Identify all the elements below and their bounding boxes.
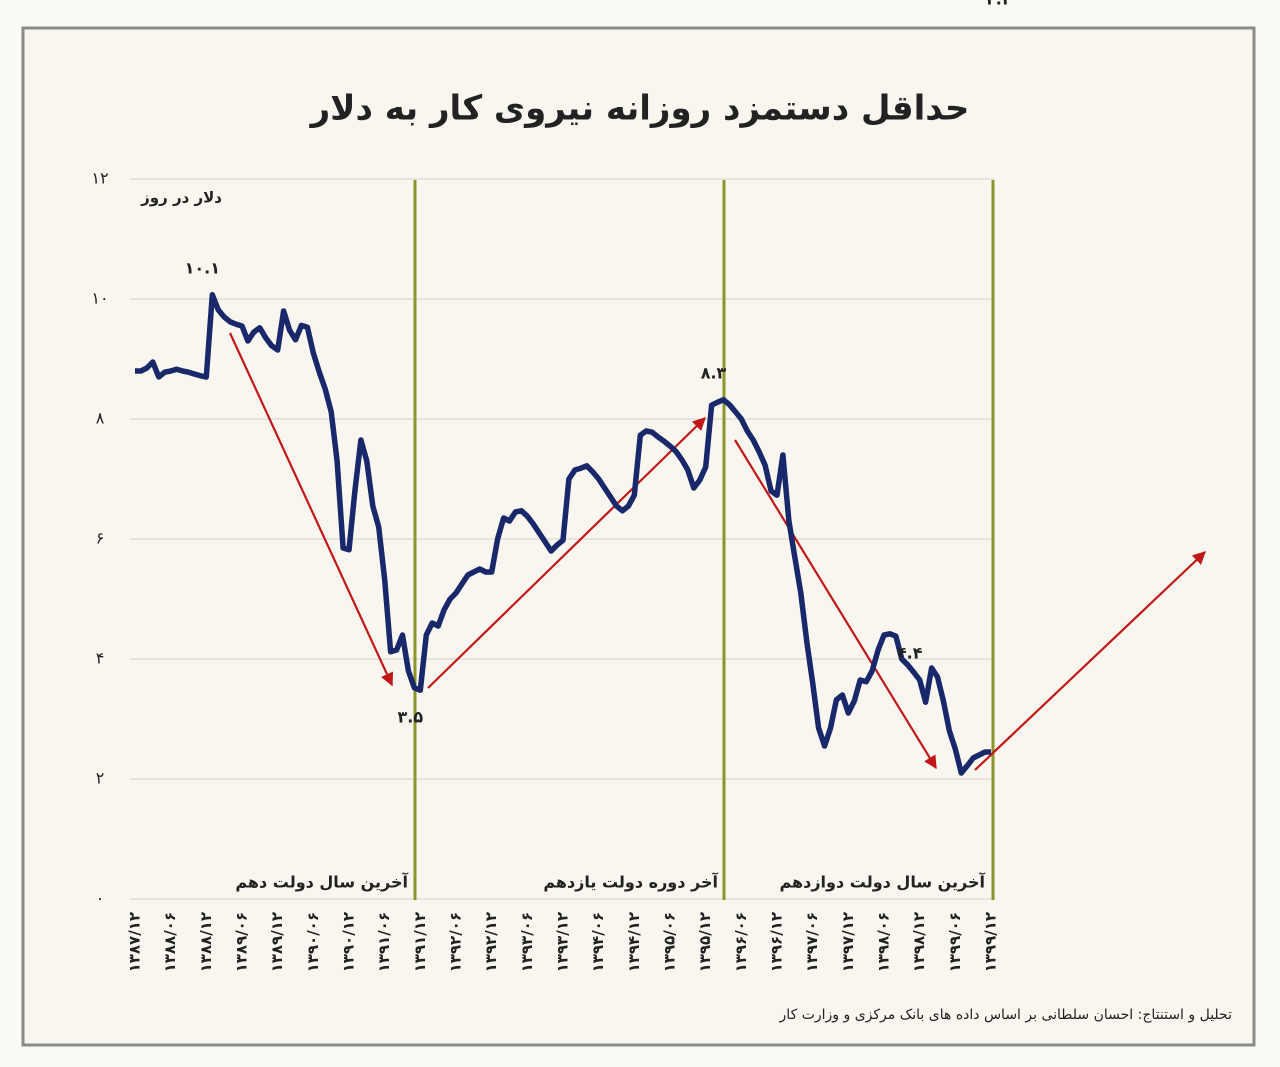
y-tick-label: ۰ xyxy=(96,889,105,908)
value-label: ۲.۴ xyxy=(986,0,1012,9)
value-label: ۱۰.۱ xyxy=(185,258,220,277)
source-note: تحلیل و استنتاج: احسان سلطانی بر اساس دا… xyxy=(779,1007,1233,1023)
x-tick-label: ۱۳۹۲/۱۲ xyxy=(482,912,500,972)
x-tick-label: ۱۳۸۹/۱۲ xyxy=(268,912,286,972)
x-tick-label: ۱۳۹۹/۰۶ xyxy=(946,912,964,972)
x-tick-label: ۱۳۹۱/۱۲ xyxy=(411,912,429,972)
period-label: آخرین سال دولت دوازدهم xyxy=(779,872,985,892)
period-lines xyxy=(413,180,995,900)
period-label: آخرین سال دولت دهم xyxy=(235,872,408,892)
y-axis-label: دلار در روز xyxy=(140,189,222,207)
x-tick-label: ۱۳۹۵/۱۲ xyxy=(696,912,714,972)
chart-title: حداقل دستمزد روزانه نیروی کار به دلار xyxy=(309,89,970,129)
y-tick-label: ۸ xyxy=(96,409,105,428)
y-tick-label: ۶ xyxy=(96,529,105,548)
x-tick-label: ۱۳۸۷/۱۲ xyxy=(126,912,144,972)
x-tick-label: ۱۳۸۹/۰۶ xyxy=(233,912,251,972)
x-tick-label: ۱۳۹۶/۱۲ xyxy=(768,912,786,972)
x-tick-label: ۱۳۹۸/۰۶ xyxy=(875,912,893,972)
data-line xyxy=(135,292,991,776)
x-tick-label: ۱۳۹۶/۰۶ xyxy=(732,912,750,972)
x-tick-label: ۱۳۸۸/۰۶ xyxy=(161,912,179,972)
x-tick-label: ۱۳۹۱/۰۶ xyxy=(375,912,393,972)
trend-arrow xyxy=(427,417,706,689)
x-tick-label: ۱۳۸۸/۱۲ xyxy=(197,912,215,972)
y-tick-label: ۲ xyxy=(96,769,105,788)
trend-arrow xyxy=(229,332,394,687)
x-tick-label: ۱۳۹۷/۱۲ xyxy=(839,912,857,972)
x-tick-label: ۱۳۹۹/۱۲ xyxy=(982,912,1000,972)
x-tick-label: ۱۳۹۰/۰۶ xyxy=(304,912,322,972)
x-tick-label: ۱۳۹۴/۱۲ xyxy=(625,912,643,972)
x-tick-label: ۱۳۹۷/۰۶ xyxy=(803,912,821,972)
x-tick-label: ۱۳۹۰/۱۲ xyxy=(340,912,358,972)
value-label: ۸.۳ xyxy=(701,363,727,382)
x-tick-label: ۱۳۹۵/۰۶ xyxy=(661,912,679,972)
value-label: ۴.۴ xyxy=(897,644,923,663)
period-label: آخر دوره دولت یازدهم xyxy=(543,872,718,892)
trend-arrow xyxy=(974,551,1206,771)
grid xyxy=(130,178,995,900)
y-tick-label: ۴ xyxy=(96,649,105,668)
x-tick-label: ۱۳۹۳/۱۲ xyxy=(554,912,572,972)
y-tick-label: ۱۲ xyxy=(91,169,108,188)
value-label: ۳.۵ xyxy=(398,708,424,727)
x-tick-label: ۱۳۹۳/۰۶ xyxy=(518,912,536,972)
trend-arrows xyxy=(229,332,1206,771)
frame xyxy=(21,26,1256,1047)
y-tick-label: ۱۰ xyxy=(91,289,108,308)
x-tick-label: ۱۳۹۲/۰۶ xyxy=(447,912,465,972)
trend-arrow xyxy=(734,439,937,770)
x-tick-label: ۱۳۹۴/۰۶ xyxy=(589,912,607,972)
x-tick-label: ۱۳۹۸/۱۲ xyxy=(910,912,928,972)
